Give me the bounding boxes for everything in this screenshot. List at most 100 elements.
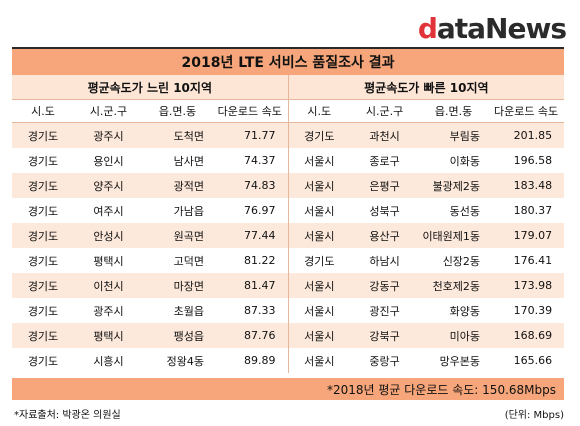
cell-speed: 71.77 <box>212 122 289 148</box>
cell-speed: 201.85 <box>488 122 565 148</box>
table-body: 경기도 광주시 도척면 71.77 경기도 과천시 부림동 201.85 경기도 용인시 남사면 74… <box>12 122 565 373</box>
cell-speed: 165.66 <box>513 354 553 367</box>
cell-town: 초월읍 <box>173 304 204 318</box>
table-row: 경기도 여주시 가남읍 76.97 서울시 성북구 동선동 180.37 <box>12 198 564 223</box>
column-header: 다운로드 속도 <box>488 99 565 123</box>
datanews-logo: dataNews <box>417 12 567 45</box>
cell-city: 은평구 <box>350 173 420 198</box>
cell-town: 이화동 <box>449 154 481 168</box>
section-fast: 평균속도가 빠른 10지역 <box>288 75 565 100</box>
cell-city: 용산구 <box>350 223 420 248</box>
cell-province: 경기도 <box>27 254 59 268</box>
cell-province: 경기도 <box>12 323 74 348</box>
cell-province: 경기도 <box>304 254 335 268</box>
cell-speed: 87.76 <box>212 323 289 348</box>
cell-city: 시흥시 <box>93 354 124 368</box>
cell-town: 원곡면 <box>143 223 212 248</box>
cell-city: 광주시 <box>74 122 143 148</box>
table-row: 경기도 평택시 고덕면 81.22 경기도 하남시 신장2동 176.41 <box>12 248 564 273</box>
cell-city: 하남시 <box>369 254 400 268</box>
column-header: 시.도 <box>12 99 74 123</box>
cell-speed: 76.97 <box>212 198 289 223</box>
table-row: 경기도 용인시 남사면 74.37 서울시 종로구 이화동 196.58 <box>12 148 564 173</box>
cell-province: 서울시 <box>288 173 351 198</box>
column-header: 시.도 <box>288 99 351 123</box>
cell-speed: 89.89 <box>212 348 289 373</box>
cell-province: 서울시 <box>304 304 335 318</box>
cell-province: 경기도 <box>288 122 351 148</box>
column-header-row: 시.도 시.군.구 읍.면.동 다운로드 속도 시.도 시.군.구 읍.면.동 … <box>12 99 565 123</box>
cell-province: 경기도 <box>27 154 59 168</box>
cell-town: 마장면 <box>143 273 212 298</box>
cell-town: 불광제2동 <box>419 173 489 198</box>
cell-city: 광진구 <box>369 304 400 318</box>
cell-city: 강북구 <box>350 323 420 348</box>
cell-town: 천호제2동 <box>419 273 489 298</box>
cell-speed: 74.37 <box>212 148 289 173</box>
cell-speed: 81.47 <box>212 273 289 298</box>
cell-city: 여주시 <box>93 204 124 218</box>
cell-province: 경기도 <box>12 273 74 298</box>
cell-speed: 170.39 <box>513 304 553 317</box>
cell-province: 서울시 <box>288 323 351 348</box>
cell-town: 신장2동 <box>442 254 481 268</box>
cell-speed: 176.41 <box>513 254 553 267</box>
table-row: 경기도 평택시 팽성읍 87.76 서울시 강북구 미아동 168.69 <box>12 323 565 348</box>
cell-city: 종로구 <box>369 154 400 168</box>
section-header-row: 평균속도가 느린 10지역 평균속도가 빠른 10지역 <box>12 75 565 100</box>
column-header: 시.군.구 <box>74 99 143 123</box>
cell-town: 미아동 <box>419 323 489 348</box>
cell-speed: 77.44 <box>212 223 289 248</box>
cell-city: 용인시 <box>93 154 124 168</box>
cell-province: 서울시 <box>288 273 351 298</box>
table-row: 경기도 이천시 마장면 81.47 서울시 강동구 천호제2동 173.98 <box>12 273 565 298</box>
cell-town: 이태원제1동 <box>419 223 489 248</box>
cell-province: 서울시 <box>304 354 335 368</box>
cell-town: 고덕면 <box>173 254 204 268</box>
lte-speed-table: 평균속도가 느린 10지역 평균속도가 빠른 10지역 시.도 시.군.구 읍.… <box>12 75 565 373</box>
source-note: *자료출처: 박광온 의원실 <box>14 410 121 421</box>
cell-province: 경기도 <box>12 122 74 148</box>
column-header: 읍.면.동 <box>419 99 489 123</box>
cell-speed: 168.69 <box>488 323 565 348</box>
table-row: 경기도 시흥시 정왕4동 89.89 서울시 중랑구 망우본동 165.66 <box>12 348 564 373</box>
cell-province: 경기도 <box>12 173 74 198</box>
table-row: 경기도 광주시 초월읍 87.33 서울시 광진구 화양동 170.39 <box>12 298 564 323</box>
cell-town: 망우본동 <box>439 354 481 368</box>
cell-city: 광주시 <box>93 304 124 318</box>
cell-city: 평택시 <box>74 323 143 348</box>
cell-city: 과천시 <box>350 122 420 148</box>
table-row: 경기도 양주시 광적면 74.83 서울시 은평구 불광제2동 183.48 <box>12 173 565 198</box>
cell-city: 중랑구 <box>369 354 400 368</box>
cell-town: 부림동 <box>419 122 489 148</box>
cell-town: 화양동 <box>449 304 481 318</box>
cell-town: 광적면 <box>143 173 212 198</box>
cell-city: 성북구 <box>369 204 400 218</box>
cell-speed: 179.07 <box>488 223 565 248</box>
cell-town: 팽성읍 <box>143 323 212 348</box>
cell-city: 강동구 <box>350 273 420 298</box>
column-header: 읍.면.동 <box>143 99 212 123</box>
cell-speed: 81.22 <box>212 248 289 273</box>
section-slow: 평균속도가 느린 10지역 <box>12 75 289 100</box>
cell-province: 서울시 <box>304 204 335 218</box>
cell-speed: 180.37 <box>513 204 553 217</box>
column-header: 시.군.구 <box>350 99 420 123</box>
cell-city: 이천시 <box>74 273 143 298</box>
cell-town: 도척면 <box>143 122 212 148</box>
cell-speed: 196.58 <box>513 154 553 167</box>
table-row: 경기도 광주시 도척면 71.77 경기도 과천시 부림동 201.85 <box>12 122 565 148</box>
cell-province: 서울시 <box>304 154 335 168</box>
cell-province: 경기도 <box>27 204 59 218</box>
table-title: 2018년 LTE 서비스 품질조사 결과 <box>12 47 564 75</box>
average-speed-note: *2018년 평균 다운로드 속도: 150.68Mbps <box>12 378 564 400</box>
cell-province: 경기도 <box>12 223 74 248</box>
cell-city: 양주시 <box>74 173 143 198</box>
cell-speed: 74.83 <box>212 173 289 198</box>
cell-province: 경기도 <box>27 354 59 368</box>
cell-town: 남사면 <box>173 154 204 168</box>
cell-town: 정왕4동 <box>166 354 204 368</box>
cell-town: 가남읍 <box>173 204 204 218</box>
cell-city: 평택시 <box>93 254 124 268</box>
cell-speed: 173.98 <box>488 273 565 298</box>
